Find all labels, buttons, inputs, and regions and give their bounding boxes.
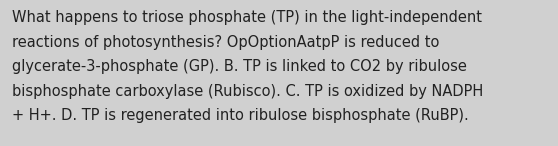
- Text: What happens to triose phosphate (TP) in the light-independent: What happens to triose phosphate (TP) in…: [12, 10, 482, 25]
- Text: reactions of photosynthesis? OpOptionAatpP is reduced to: reactions of photosynthesis? OpOptionAat…: [12, 35, 440, 50]
- Text: + H+. D. TP is regenerated into ribulose bisphosphate (RuBP).: + H+. D. TP is regenerated into ribulose…: [12, 108, 469, 123]
- Text: bisphosphate carboxylase (Rubisco). C. TP is oxidized by NADPH: bisphosphate carboxylase (Rubisco). C. T…: [12, 84, 484, 99]
- Text: glycerate-3-phosphate (GP). B. TP is linked to CO2 by ribulose: glycerate-3-phosphate (GP). B. TP is lin…: [12, 59, 467, 74]
